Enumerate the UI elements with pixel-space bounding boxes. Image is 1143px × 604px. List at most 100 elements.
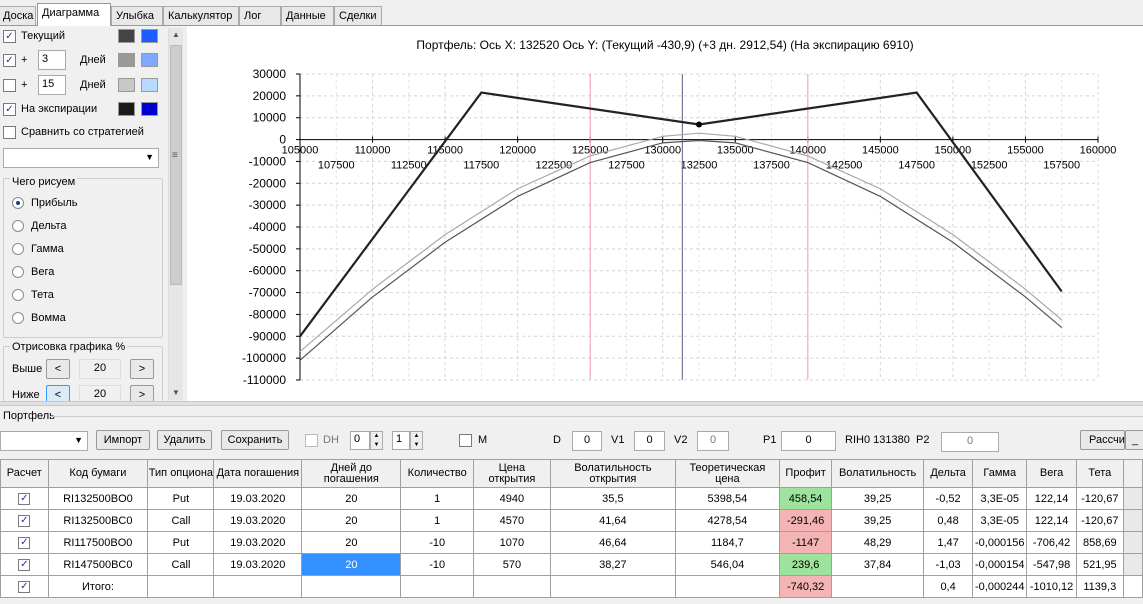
cell-vega[interactable]: 122,14 [1026,509,1077,532]
table-row[interactable]: ✓ RI132500BO0 Put 19.03.2020 20 1 4940 35,5 5398… [0,487,1143,510]
expiry-checkbox[interactable]: ✓ [3,103,16,116]
row-calc-checkbox[interactable]: ✓ [18,537,31,549]
days1-checkbox[interactable]: ✓ [3,54,16,67]
col-header-vega[interactable]: Вега [1026,459,1077,488]
row-extra-button[interactable] [1122,531,1143,554]
col-header-theo[interactable]: Теоретическая цена [674,459,780,488]
current-checkbox[interactable]: ✓ [3,30,16,43]
cell-gamma[interactable]: 3,3E-05 [972,487,1028,510]
col-header-qty[interactable]: Количество [400,459,474,488]
cell-vol-open[interactable]: 46,64 [549,531,676,554]
v1-input[interactable]: 0 [634,431,665,451]
row-calc-checkbox[interactable]: ✓ [18,493,31,505]
cell-days[interactable]: 20 [301,553,402,576]
d-input[interactable]: 0 [572,431,602,451]
cell-code[interactable]: RI132500BC0 [47,509,149,532]
cell-days[interactable]: 20 [301,531,402,554]
delete-button[interactable]: Удалить [157,430,212,450]
cell-qty[interactable]: -10 [400,531,474,554]
cell-theta[interactable]: 858,69 [1075,531,1124,554]
cell-qty[interactable]: -10 [400,553,474,576]
cell-qty[interactable]: 1 [400,509,474,532]
dh-value2-spinner[interactable]: ▲ ▼ [410,431,423,450]
col-header-gamma[interactable]: Гамма [972,459,1028,488]
col-header-price[interactable]: Цена открытия [472,459,551,488]
row-calc-checkbox[interactable]: ✓ [18,515,31,527]
cell-theta[interactable]: -120,67 [1075,509,1124,532]
total-delta[interactable]: 0,4 [922,575,974,598]
cell-type[interactable]: Call [147,553,215,576]
p2-input[interactable]: 0 [941,432,999,452]
tab-deals[interactable]: Сделки [334,6,382,25]
cell-days[interactable]: 20 [301,487,402,510]
cell-code[interactable]: RI132500BO0 [47,487,149,510]
cell-theo[interactable]: 546,04 [674,553,780,576]
cell-vol[interactable]: 37,84 [831,553,924,576]
save-button[interactable]: Сохранить [221,430,289,450]
cell-vega[interactable]: -706,42 [1026,531,1077,554]
total-empty-cell[interactable] [472,575,551,598]
cell-profit[interactable]: -1147 [778,531,833,554]
tab-smile[interactable]: Улыбка [111,6,163,25]
cell-date[interactable]: 19.03.2020 [213,509,303,532]
cell-theta[interactable]: -120,67 [1075,487,1124,510]
col-header-date[interactable]: Дата погашения [213,459,303,488]
scroll-down-icon[interactable]: ▼ [172,388,180,397]
cell-theo[interactable]: 4278,54 [674,509,780,532]
strategy-select[interactable]: ▼ [3,148,159,168]
radio-gamma[interactable] [12,243,24,255]
left-scrollbar[interactable]: ▲ ▼ [168,28,183,400]
total-gamma[interactable]: -0,000244 [972,575,1028,598]
cell-code[interactable]: RI117500BO0 [47,531,149,554]
cell-vol[interactable]: 39,25 [831,487,924,510]
cell-price[interactable]: 4940 [472,487,551,510]
total-vega[interactable]: -1010,12 [1026,575,1077,598]
expiry-color-2[interactable] [141,102,158,116]
cell-price[interactable]: 570 [472,553,551,576]
cell-profit[interactable]: -291,46 [778,509,833,532]
row-extra-button[interactable] [1122,487,1143,510]
radio-profit[interactable] [12,197,24,209]
total-empty-cell[interactable] [831,575,924,598]
cell-type[interactable]: Put [147,531,215,554]
col-header-delta[interactable]: Дельта [922,459,974,488]
cell-vol[interactable]: 39,25 [831,509,924,532]
dh-value2-input[interactable]: 1 [392,431,410,450]
dh-checkbox[interactable] [305,434,318,447]
days2-input[interactable]: 15 [38,75,66,95]
cell-profit[interactable]: 239,6 [778,553,833,576]
col-header-vol[interactable]: Волатильность [831,459,924,488]
current-color-2[interactable] [141,29,158,43]
table-row[interactable]: ✓ RI117500BO0 Put 19.03.2020 20 -10 1070 46,64 1… [0,531,1143,554]
radio-theta[interactable] [12,289,24,301]
tab-diagram[interactable]: Диаграмма [37,3,111,26]
cell-price[interactable]: 1070 [472,531,551,554]
tab-data[interactable]: Данные [281,6,334,25]
total-empty-cell[interactable] [1122,575,1143,598]
total-profit[interactable]: -740,32 [778,575,833,598]
total-empty-cell[interactable] [147,575,215,598]
cell-vega[interactable]: 122,14 [1026,487,1077,510]
cell-qty[interactable]: 1 [400,487,474,510]
total-theta[interactable]: 1139,3 [1075,575,1124,598]
cell-theta[interactable]: 521,95 [1075,553,1124,576]
days1-input[interactable]: 3 [38,50,66,70]
cell-profit[interactable]: 458,54 [778,487,833,510]
radio-vomma[interactable] [12,312,24,324]
col-header-calc[interactable]: Расчет [0,459,49,488]
portfolio-select[interactable]: ▼ [0,431,88,451]
cell-vol-open[interactable]: 35,5 [549,487,676,510]
cell-date[interactable]: 19.03.2020 [213,487,303,510]
cell-theo[interactable]: 5398,54 [674,487,780,510]
col-header-type[interactable]: Тип опциона [147,459,215,488]
table-row[interactable]: ✓ RI132500BC0 Call 19.03.2020 20 1 4570 41,64 42… [0,509,1143,532]
days1-color-2[interactable] [141,53,158,67]
col-header-theta[interactable]: Тета [1075,459,1124,488]
total-empty-cell[interactable] [213,575,303,598]
days2-color-2[interactable] [141,78,158,92]
col-header-profit[interactable]: Профит [778,459,833,488]
cell-date[interactable]: 19.03.2020 [213,553,303,576]
cell-gamma[interactable]: -0,000154 [972,553,1028,576]
calculate-button[interactable]: Рассчи [1080,430,1125,450]
col-header-days[interactable]: Дней до погашения [301,459,402,488]
